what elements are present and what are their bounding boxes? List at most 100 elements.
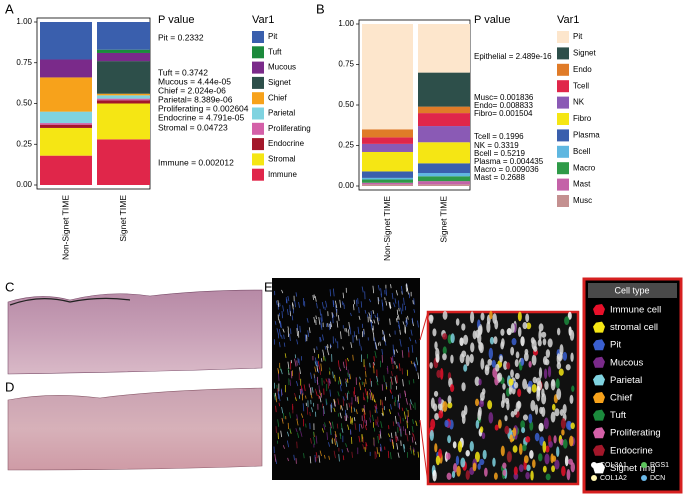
- cell-blob: [556, 378, 560, 388]
- bar-segment: [418, 181, 470, 184]
- cell-blob: [546, 349, 550, 358]
- legend-label: Pit: [268, 32, 278, 41]
- cell-blob: [492, 458, 495, 467]
- legend-label: Bcell: [573, 147, 591, 156]
- panel-label: C: [5, 279, 14, 294]
- legend-label: Endocrine: [610, 445, 653, 456]
- legend-title: Cell type: [614, 285, 649, 295]
- cell-blob: [524, 455, 529, 463]
- marker-label: COL3A1: [600, 462, 627, 469]
- legend-label: Parietal: [268, 109, 295, 118]
- cell-blob: [442, 401, 447, 412]
- cell-blob: [521, 427, 525, 433]
- bar-segment: [418, 24, 470, 73]
- cell-stroke: [300, 326, 301, 332]
- cell-blob: [489, 311, 493, 319]
- cell-blob: [499, 355, 502, 362]
- panel-label: D: [5, 379, 14, 394]
- bar-segment: [40, 125, 92, 128]
- legend-label: Mast: [573, 180, 591, 189]
- cell-blob: [506, 362, 510, 369]
- y-tick-label: 0.50: [338, 100, 354, 109]
- cell-blob: [494, 473, 498, 480]
- cell-blob: [552, 404, 556, 411]
- x-tick-label: Non-Signet TIME: [60, 195, 70, 260]
- cell-blob: [554, 408, 559, 416]
- legend-label: Chief: [268, 93, 287, 102]
- cell-stroke: [343, 398, 344, 406]
- cell-blob: [485, 364, 490, 370]
- legend-swatch: [252, 138, 264, 150]
- cell-blob: [484, 468, 488, 477]
- cell-blob: [477, 332, 481, 344]
- cell-blob: [539, 367, 542, 379]
- bar-segment: [40, 22, 92, 59]
- cell-blob: [525, 314, 529, 323]
- cell-blob: [570, 352, 573, 361]
- marker-dot: [591, 475, 597, 481]
- bar-segment: [418, 126, 470, 142]
- legend-label: Tcell: [573, 81, 589, 90]
- cell-blob: [495, 425, 499, 431]
- cell-blob: [436, 370, 441, 378]
- legend-swatch: [252, 92, 264, 104]
- cell-stroke: [319, 385, 320, 392]
- x-tick-label: Signet TIME: [438, 196, 448, 243]
- cell-blob: [447, 435, 451, 443]
- cell-blob: [430, 430, 434, 441]
- cell-blob: [520, 336, 524, 346]
- cell-blob: [438, 397, 441, 404]
- cell-blob: [559, 344, 563, 355]
- y-tick-label: 1.00: [16, 17, 32, 26]
- y-tick-label: 0.50: [16, 99, 32, 108]
- cell-blob: [506, 401, 509, 411]
- cell-blob: [480, 358, 484, 370]
- marker-dot: [591, 462, 597, 468]
- cell-stroke: [346, 413, 347, 421]
- cell-blob: [535, 433, 540, 442]
- cell-blob: [530, 400, 535, 411]
- cell-blob: [532, 459, 536, 468]
- cell-blob: [480, 426, 483, 432]
- cell-blob: [522, 322, 527, 329]
- cell-blob: [518, 327, 522, 337]
- cell-blob: [497, 373, 502, 382]
- p-value: Endocrine = 4.791e-05: [158, 112, 245, 122]
- legend-swatch: [557, 195, 569, 207]
- cell-blob: [432, 470, 436, 482]
- cell-blob: [530, 471, 533, 481]
- cell-blob: [442, 333, 447, 339]
- cell-blob: [570, 330, 574, 341]
- cell-blob: [563, 439, 568, 449]
- cell-blob: [482, 432, 485, 439]
- y-tick-label: 0.25: [16, 139, 32, 148]
- legend-label: Pit: [573, 32, 583, 41]
- cell-blob: [479, 400, 484, 407]
- bar-segment: [418, 107, 470, 113]
- cell-blob: [456, 456, 459, 466]
- cell-blob: [529, 450, 533, 459]
- cell-blob: [543, 338, 547, 345]
- panel-label: B: [316, 1, 325, 16]
- legend-label: Endo: [573, 65, 592, 74]
- cell-blob: [509, 379, 514, 386]
- cell-blob: [541, 332, 546, 338]
- legend-label: Chief: [610, 393, 633, 404]
- p-value: Pit = 0.2332: [158, 32, 204, 42]
- cell-blob: [532, 354, 537, 365]
- legend-title: Var1: [557, 14, 579, 26]
- p-value: Stromal = 0.04723: [158, 122, 228, 132]
- cell-blob: [570, 395, 574, 404]
- cell-blob: [450, 384, 454, 392]
- cell-blob: [524, 352, 529, 361]
- cell-stroke: [288, 326, 289, 329]
- cell-blob: [544, 368, 547, 379]
- cell-blob: [470, 342, 474, 352]
- cell-blob: [447, 473, 452, 480]
- bar-segment: [40, 112, 92, 123]
- bar-segment: [362, 180, 413, 183]
- legend-swatch: [557, 47, 569, 59]
- cell-blob: [435, 348, 439, 359]
- cell-stroke: [398, 400, 399, 407]
